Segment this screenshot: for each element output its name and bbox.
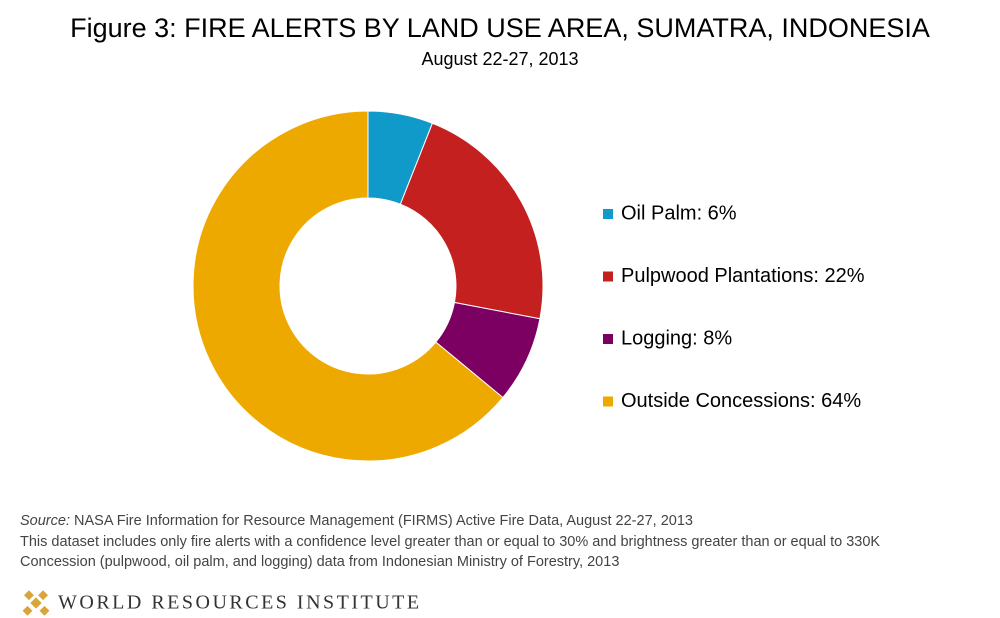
- slice: [399, 122, 544, 320]
- legend-label: Logging: 8%: [621, 327, 732, 349]
- legend-label: Pulpwood Plantations: 22%: [621, 265, 865, 287]
- legend-swatch: [603, 271, 613, 282]
- note: Concession (pulpwood, oil palm, and logg…: [20, 554, 619, 570]
- source-label: Source:: [20, 513, 70, 529]
- legend-label: Oil Palm: 6%: [621, 202, 737, 224]
- source-text: NASA Fire Information for Resource Manag…: [74, 513, 693, 529]
- slice: [192, 110, 504, 462]
- legend-label: Outside Concessions: 64%: [621, 390, 861, 412]
- source: Source: NASA Fire Information for Resour…: [20, 513, 693, 529]
- chart-title: Figure 3: FIRE ALERTS BY LAND USE AREA, …: [70, 13, 930, 43]
- legend-swatch: [603, 396, 613, 407]
- chart-subtitle: August 22-27, 2013: [421, 49, 578, 69]
- logo-icon: [22, 590, 50, 616]
- legend-swatch: [603, 209, 613, 219]
- note: This dataset includes only fire alerts w…: [20, 534, 880, 550]
- organization: WORLD RESOURCES INSTITUTE: [58, 592, 422, 614]
- legend-swatch: [603, 334, 613, 344]
